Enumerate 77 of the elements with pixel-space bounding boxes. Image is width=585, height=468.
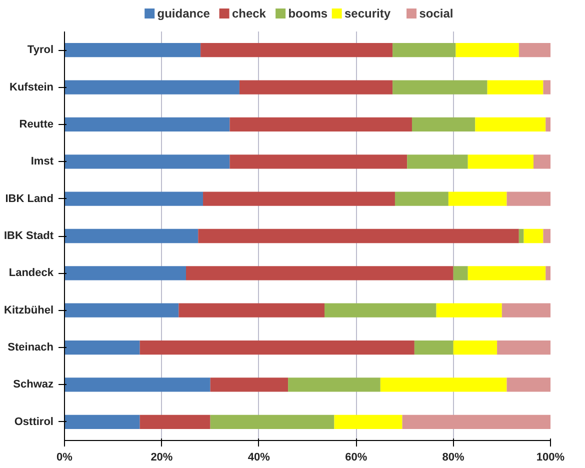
bar [468, 154, 534, 169]
bar [402, 414, 550, 429]
x-tick-label: 20% [150, 452, 173, 464]
bar [64, 303, 179, 318]
bar [64, 80, 240, 94]
bar [178, 303, 325, 318]
bar [453, 266, 468, 280]
bar [64, 378, 210, 392]
bar [64, 414, 140, 429]
bar [64, 228, 198, 244]
legend-label: security [344, 6, 391, 20]
bar [198, 228, 519, 244]
bar [230, 154, 408, 169]
bar [64, 266, 186, 280]
y-tick-label: Osttirol [14, 416, 54, 428]
bar [543, 228, 550, 244]
x-tick-label: 80% [442, 452, 465, 464]
bar [324, 303, 436, 318]
bar [453, 340, 498, 355]
bar [546, 266, 550, 280]
bar [456, 43, 519, 58]
x-tick-label: 60% [345, 452, 368, 464]
bar [543, 80, 550, 94]
bar [392, 43, 456, 58]
bar [210, 378, 288, 392]
bar [334, 414, 402, 429]
legend-label: booms [288, 6, 328, 20]
y-tick-label: Steinach [8, 342, 54, 354]
y-tick-label: IBK Land [5, 192, 54, 205]
legend-label: social [419, 6, 454, 20]
bar [392, 80, 488, 94]
bar [436, 303, 502, 318]
bar [288, 378, 380, 392]
bar [380, 378, 507, 392]
bar [64, 154, 230, 169]
bar [468, 266, 546, 280]
bar [186, 266, 454, 280]
bar [230, 117, 412, 132]
bar [546, 117, 550, 132]
bar [518, 43, 550, 58]
bar [506, 378, 550, 392]
bar [533, 154, 550, 169]
bar [506, 192, 550, 206]
bar [502, 303, 550, 318]
legend-label: check [232, 6, 266, 20]
bar [64, 117, 230, 132]
bar [210, 414, 334, 429]
x-tick-label: 0% [56, 452, 73, 464]
bar [518, 228, 524, 244]
y-tick-label: Schwaz [13, 378, 54, 391]
bar [64, 192, 204, 206]
bar [412, 117, 476, 132]
bar [524, 228, 544, 244]
bar [414, 340, 454, 355]
bar [140, 340, 414, 355]
x-tick-label: 40% [248, 452, 270, 464]
y-tick-label: Landeck [8, 267, 54, 280]
bar [64, 43, 201, 58]
bar [497, 340, 550, 355]
x-tick-label: 100% [536, 452, 565, 464]
legend-label: guidance [157, 6, 210, 20]
bar [64, 340, 140, 355]
y-tick-label: Kufstein [10, 81, 54, 94]
bar [203, 192, 395, 206]
y-tick-label: Tyrol [27, 44, 54, 56]
y-tick-label: Reutte [19, 118, 54, 130]
y-tick-label: Kitzbühel [4, 304, 54, 316]
bar [475, 117, 546, 132]
bar [394, 192, 448, 206]
bar [407, 154, 468, 169]
y-tick-label: IBK Stadt [4, 230, 54, 242]
y-tick-label: Imst [30, 156, 54, 168]
bar [200, 43, 393, 58]
bar [487, 80, 544, 94]
bar [140, 414, 210, 429]
bar [239, 80, 393, 94]
bar [448, 192, 507, 206]
